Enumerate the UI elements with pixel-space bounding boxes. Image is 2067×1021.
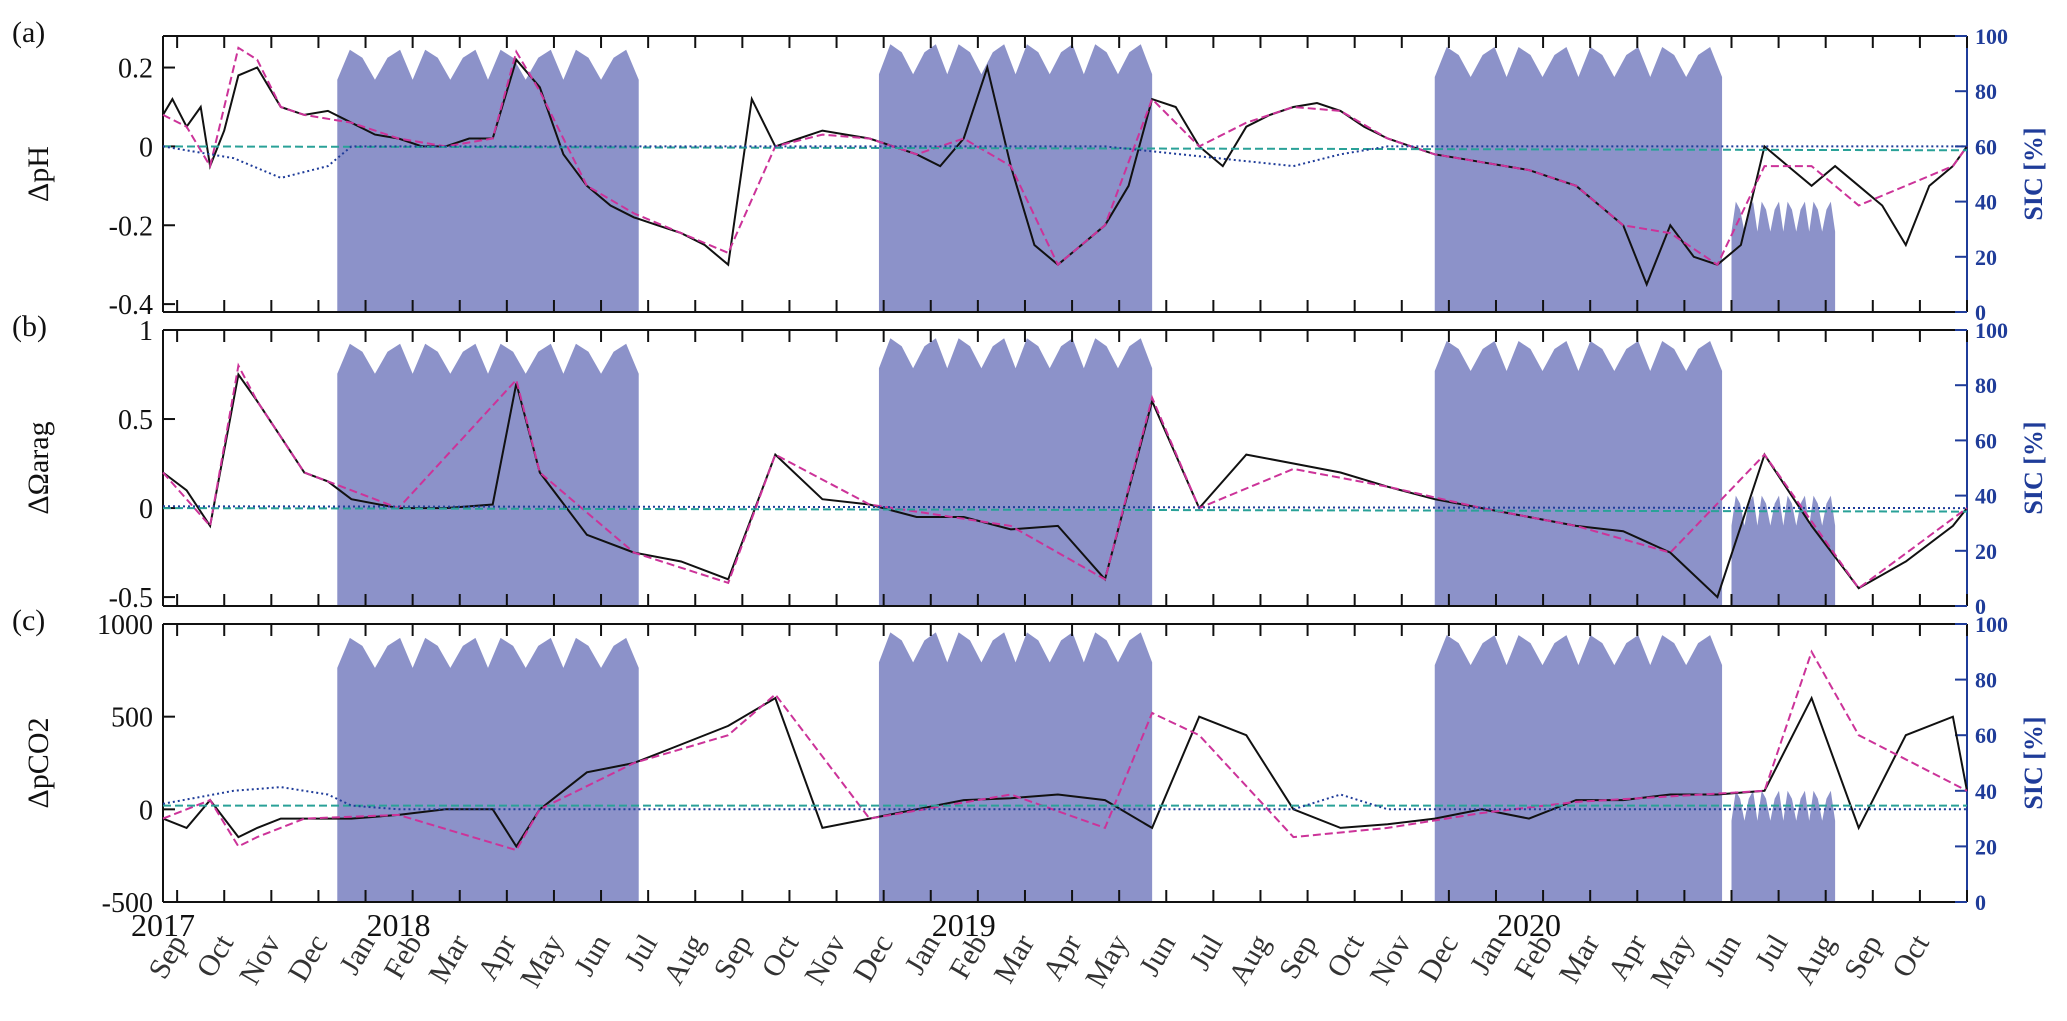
y2tick-label-1-3: 60 bbox=[1975, 428, 1997, 453]
month-label-2: Nov bbox=[233, 929, 287, 990]
y2label-1: SIC [%] bbox=[2019, 421, 2048, 514]
ylabel-2: ΔpCO2 bbox=[22, 718, 55, 809]
ytick-label-2-1: 0 bbox=[139, 795, 153, 826]
ylabel-0: ΔpH bbox=[22, 146, 55, 202]
y2tick-label-2-5: 100 bbox=[1975, 612, 2008, 637]
month-label-26: Nov bbox=[1363, 929, 1417, 990]
sic-region-0-3 bbox=[1731, 201, 1836, 312]
y2tick-label-1-1: 20 bbox=[1975, 539, 1997, 564]
y2tick-label-2-4: 80 bbox=[1975, 668, 1997, 693]
ytick-label-0-1: -0.2 bbox=[109, 211, 153, 242]
y2tick-label-1-0: 0 bbox=[1975, 594, 1986, 619]
sic-region-2-2 bbox=[1434, 635, 1723, 902]
ylabel-1: ΔΩarag bbox=[22, 421, 55, 514]
month-label-23: Aug bbox=[1222, 929, 1276, 990]
y2tick-label-1-2: 40 bbox=[1975, 484, 1997, 509]
year-label-1: 2018 bbox=[367, 907, 431, 943]
month-label-22: Jul bbox=[1183, 929, 1229, 976]
month-label-35: Aug bbox=[1787, 929, 1841, 990]
y2tick-label-0-1: 20 bbox=[1975, 245, 1997, 270]
series-0-teal-dashed bbox=[162, 145, 1968, 152]
month-label-9: Jun bbox=[568, 929, 617, 982]
ytick-label-1-0: -0.5 bbox=[109, 583, 153, 614]
series-1-blue-dotted bbox=[162, 505, 1968, 510]
month-label-24: Sep bbox=[1273, 929, 1324, 984]
ytick-label-2-2: 500 bbox=[111, 703, 153, 734]
sic-region-2-1 bbox=[878, 632, 1153, 902]
year-label-2: 2019 bbox=[932, 907, 996, 943]
month-label-3: Dec bbox=[282, 929, 335, 987]
series-1-black-solid bbox=[162, 371, 1968, 599]
ytick-label-1-3: 1 bbox=[139, 316, 153, 347]
sic-region-1-0 bbox=[337, 343, 639, 606]
month-label-15: Dec bbox=[847, 929, 900, 987]
y2tick-label-1-5: 100 bbox=[1975, 318, 2008, 343]
month-label-10: Jul bbox=[618, 929, 664, 976]
sic-region-0-0 bbox=[337, 49, 639, 313]
y2tick-label-2-0: 0 bbox=[1975, 890, 1986, 915]
panel-label-0: (a) bbox=[12, 16, 45, 49]
month-label-36: Sep bbox=[1838, 929, 1889, 984]
panel-label-1: (b) bbox=[12, 310, 47, 343]
month-label-20: May bbox=[1079, 929, 1135, 993]
month-label-34: Jul bbox=[1749, 929, 1795, 976]
y2tick-label-2-3: 60 bbox=[1975, 723, 1997, 748]
month-label-33: Jun bbox=[1698, 929, 1747, 982]
ytick-label-0-2: 0 bbox=[139, 132, 153, 163]
y2tick-label-0-2: 40 bbox=[1975, 190, 1997, 215]
series-0-magenta-dashed bbox=[162, 46, 1968, 267]
month-label-27: Dec bbox=[1412, 929, 1465, 987]
year-label-3: 2020 bbox=[1497, 907, 1561, 943]
series-1-magenta-dashed bbox=[162, 362, 1968, 590]
y2tick-label-0-3: 60 bbox=[1975, 134, 1997, 159]
y2label-0: SIC [%] bbox=[2019, 127, 2048, 220]
month-label-21: Jun bbox=[1133, 929, 1182, 982]
panel-label-2: (c) bbox=[12, 604, 45, 637]
month-label-8: May bbox=[514, 929, 570, 993]
sic-region-2-0 bbox=[337, 637, 639, 902]
series-2-black-solid bbox=[162, 695, 1968, 849]
y2tick-label-0-5: 100 bbox=[1975, 24, 2008, 49]
month-label-11: Aug bbox=[657, 929, 711, 990]
series-2-blue-dotted bbox=[162, 786, 1967, 811]
month-label-12: Sep bbox=[707, 929, 758, 984]
y2label-2: SIC [%] bbox=[2019, 716, 2048, 809]
y2tick-label-0-0: 0 bbox=[1975, 300, 1986, 325]
ytick-label-2-3: 1000 bbox=[97, 610, 153, 641]
ytick-label-1-1: 0 bbox=[139, 494, 153, 525]
sic-region-1-2 bbox=[1434, 341, 1723, 606]
series-1-teal-dashed bbox=[162, 507, 1968, 513]
ytick-label-0-0: -0.4 bbox=[109, 290, 153, 321]
series-0-black-solid bbox=[162, 57, 1968, 288]
series-0-blue-dotted bbox=[162, 145, 1967, 179]
y2tick-label-2-2: 40 bbox=[1975, 779, 1997, 804]
month-label-37: Oct bbox=[1886, 928, 1937, 983]
year-label-0: 2017 bbox=[131, 907, 195, 943]
y2tick-label-0-4: 80 bbox=[1975, 79, 1997, 104]
ytick-label-0-3: 0.2 bbox=[118, 54, 153, 85]
sic-region-1-1 bbox=[878, 338, 1153, 606]
y2tick-label-1-4: 80 bbox=[1975, 373, 1997, 398]
ytick-label-1-2: 0.5 bbox=[118, 405, 153, 436]
month-label-32: May bbox=[1644, 929, 1700, 993]
sic-region-0-2 bbox=[1434, 47, 1723, 312]
ytick-label-2-0: -500 bbox=[102, 888, 153, 919]
y2tick-label-2-1: 20 bbox=[1975, 834, 1997, 859]
sic-region-2-3 bbox=[1731, 790, 1836, 902]
month-label-14: Nov bbox=[798, 929, 852, 990]
sic-region-1-3 bbox=[1731, 495, 1836, 606]
